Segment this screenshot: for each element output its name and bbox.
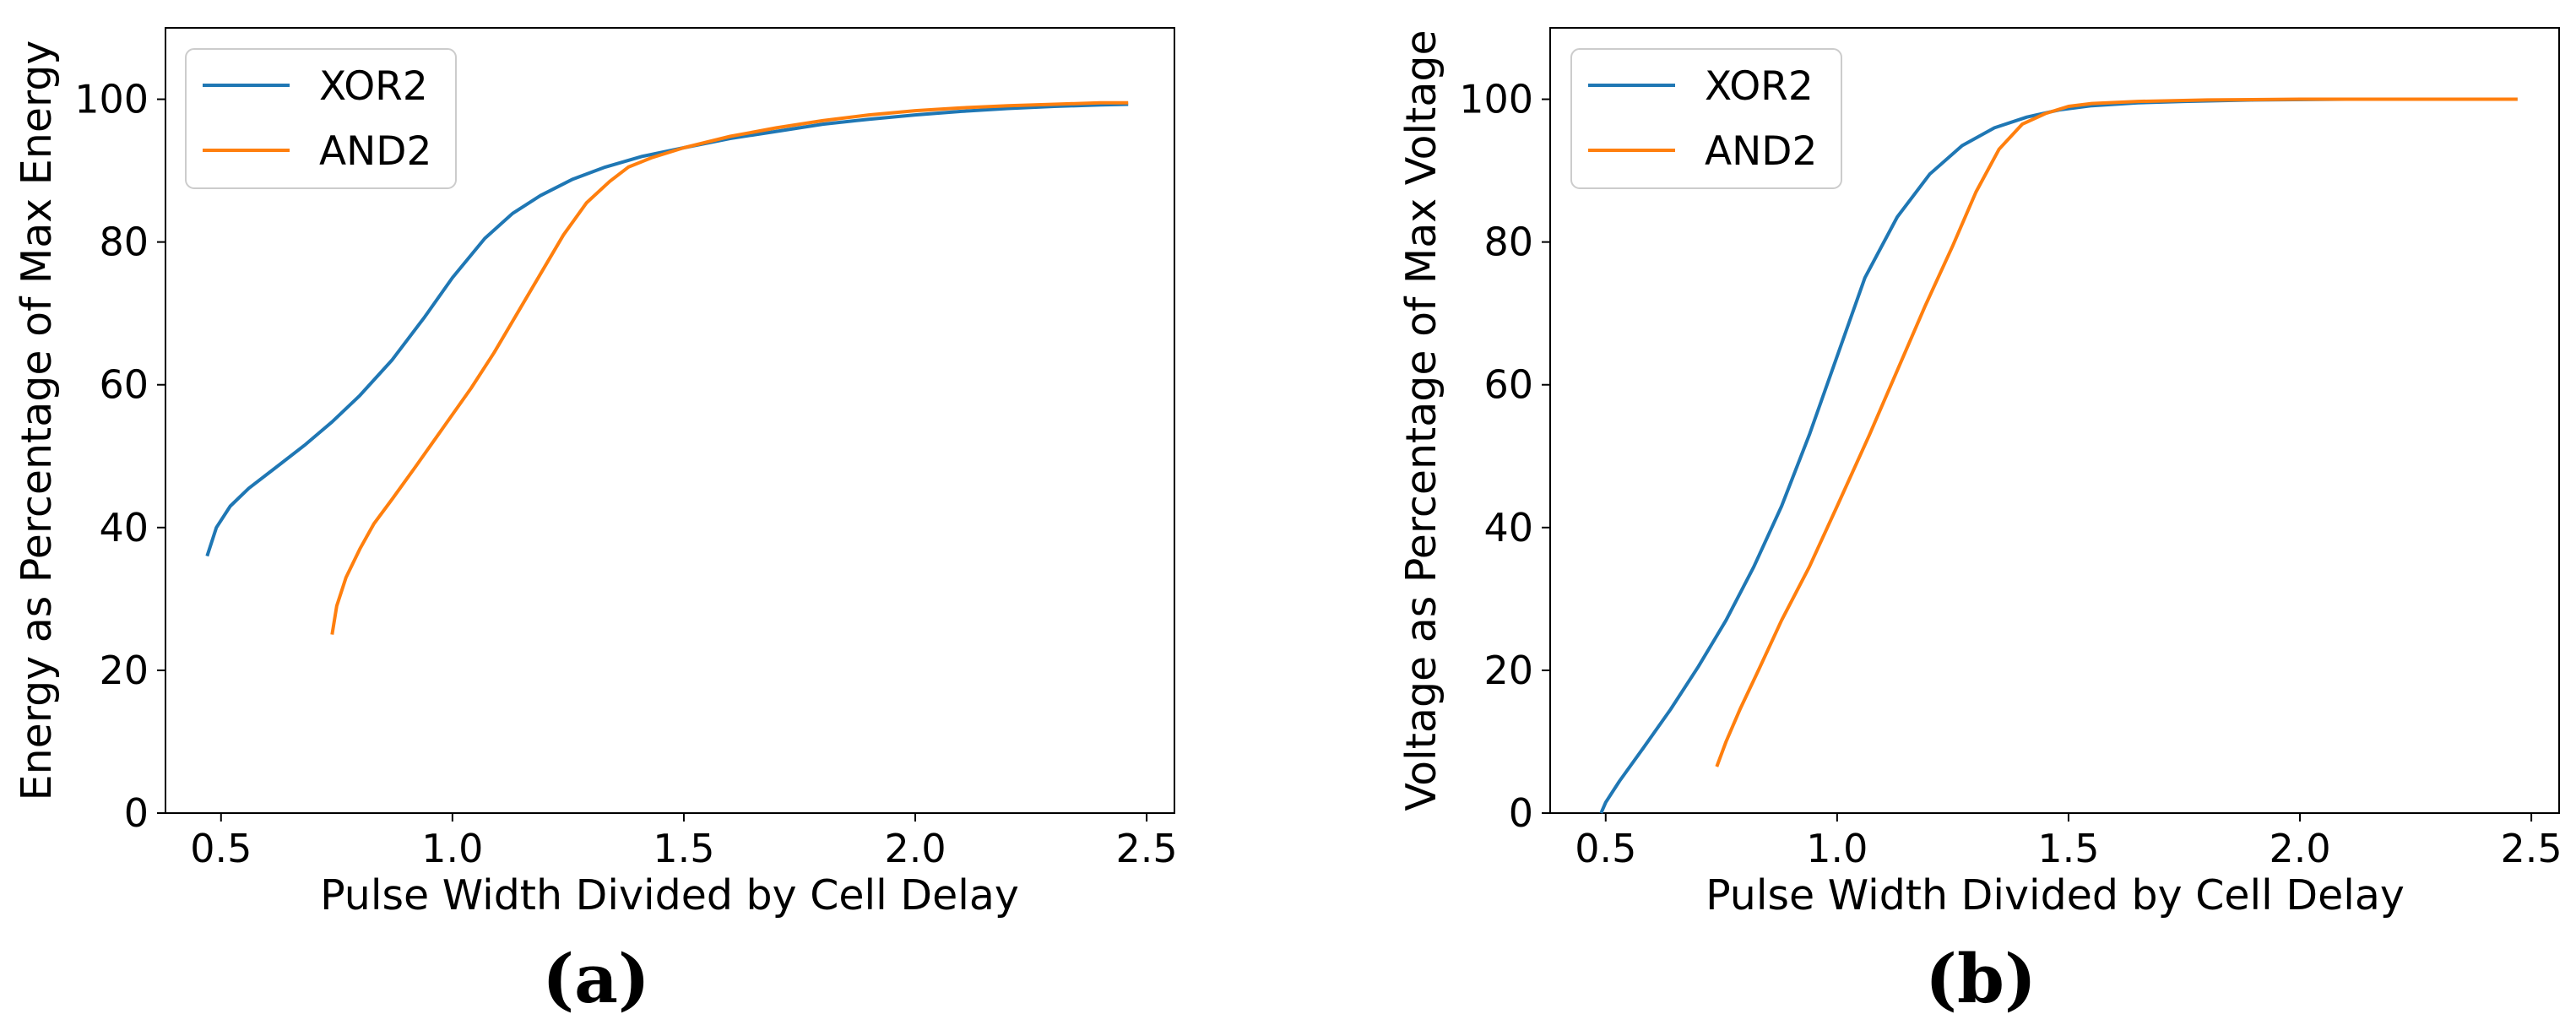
- x-tick-label-a-3: 2.0: [884, 826, 946, 871]
- series-lines-b: [1599, 97, 2518, 814]
- legend-xor2-label-b: XOR2: [1705, 63, 1814, 110]
- x-tick-label-b-4: 2.5: [2501, 826, 2562, 871]
- legend-a: XOR2 AND2: [185, 48, 457, 189]
- y-tick-label-a-3: 60: [99, 362, 149, 408]
- x-tick-label-b-1: 1.0: [1806, 826, 1868, 871]
- x-axis-label-b: Pulse Width Divided by Cell Delay: [1706, 871, 2405, 919]
- panel-label-b: (b): [1925, 939, 2036, 1018]
- x-tick-label-b-3: 2.0: [2269, 826, 2330, 871]
- x-tick-label-b-2: 1.5: [2037, 826, 2099, 871]
- x-tick-label-b-0: 0.5: [1575, 826, 1636, 871]
- y-axis-label-b: Voltage as Percentage of Max Voltage: [1397, 30, 1445, 811]
- y-tick-label-a-4: 80: [99, 220, 149, 265]
- legend-xor2-label-a: XOR2: [319, 63, 428, 110]
- x-tick-label-a-2: 1.5: [653, 826, 714, 871]
- y-tick-label-a-2: 40: [99, 505, 149, 550]
- y-tick-label-b-1: 20: [1483, 648, 1533, 693]
- x-tick-label-a-1: 1.0: [421, 826, 483, 871]
- series-line-xor2-a: [205, 102, 1129, 557]
- legend-and2-label-a: AND2: [319, 128, 431, 175]
- y-tick-label-b-4: 80: [1483, 220, 1533, 265]
- series-line-and2-a: [330, 100, 1129, 635]
- y-tick-label-a-1: 20: [99, 648, 149, 693]
- y-tick-label-b-5: 100: [1459, 77, 1533, 122]
- series-lines-a: [205, 100, 1129, 635]
- ticks-a: 0.5 1.0 1.5 2.0 2.5 0 20 40 60 80 100: [74, 77, 1178, 871]
- legend-and2-label-b: AND2: [1705, 128, 1817, 175]
- y-tick-label-b-3: 60: [1483, 362, 1533, 408]
- panel-label-a: (a): [542, 939, 650, 1018]
- x-tick-label-a-0: 0.5: [190, 826, 252, 871]
- chart-b: 0.5 1.0 1.5 2.0 2.5 0 20 40 60 80 100 XOR2 AND2 Pu…: [1397, 27, 2562, 1018]
- y-tick-label-a-0: 0: [124, 790, 149, 836]
- y-tick-label-a-5: 100: [74, 77, 149, 122]
- x-axis-label-a: Pulse Width Divided by Cell Delay: [320, 871, 1019, 919]
- legend-b: XOR2 AND2: [1570, 48, 1842, 189]
- y-tick-label-b-2: 40: [1483, 505, 1533, 550]
- x-tick-label-a-4: 2.5: [1116, 826, 1178, 871]
- chart-a: 0.5 1.0 1.5 2.0 2.5 0 20 40 60 80 100 XOR2 AND2 Pu…: [13, 27, 1178, 1018]
- ticks-b: 0.5 1.0 1.5 2.0 2.5 0 20 40 60 80 100: [1459, 77, 2562, 871]
- y-axis-label-a: Energy as Percentage of Max Energy: [13, 41, 61, 801]
- series-line-and2-b: [1715, 97, 2518, 767]
- y-tick-label-b-0: 0: [1509, 790, 1533, 836]
